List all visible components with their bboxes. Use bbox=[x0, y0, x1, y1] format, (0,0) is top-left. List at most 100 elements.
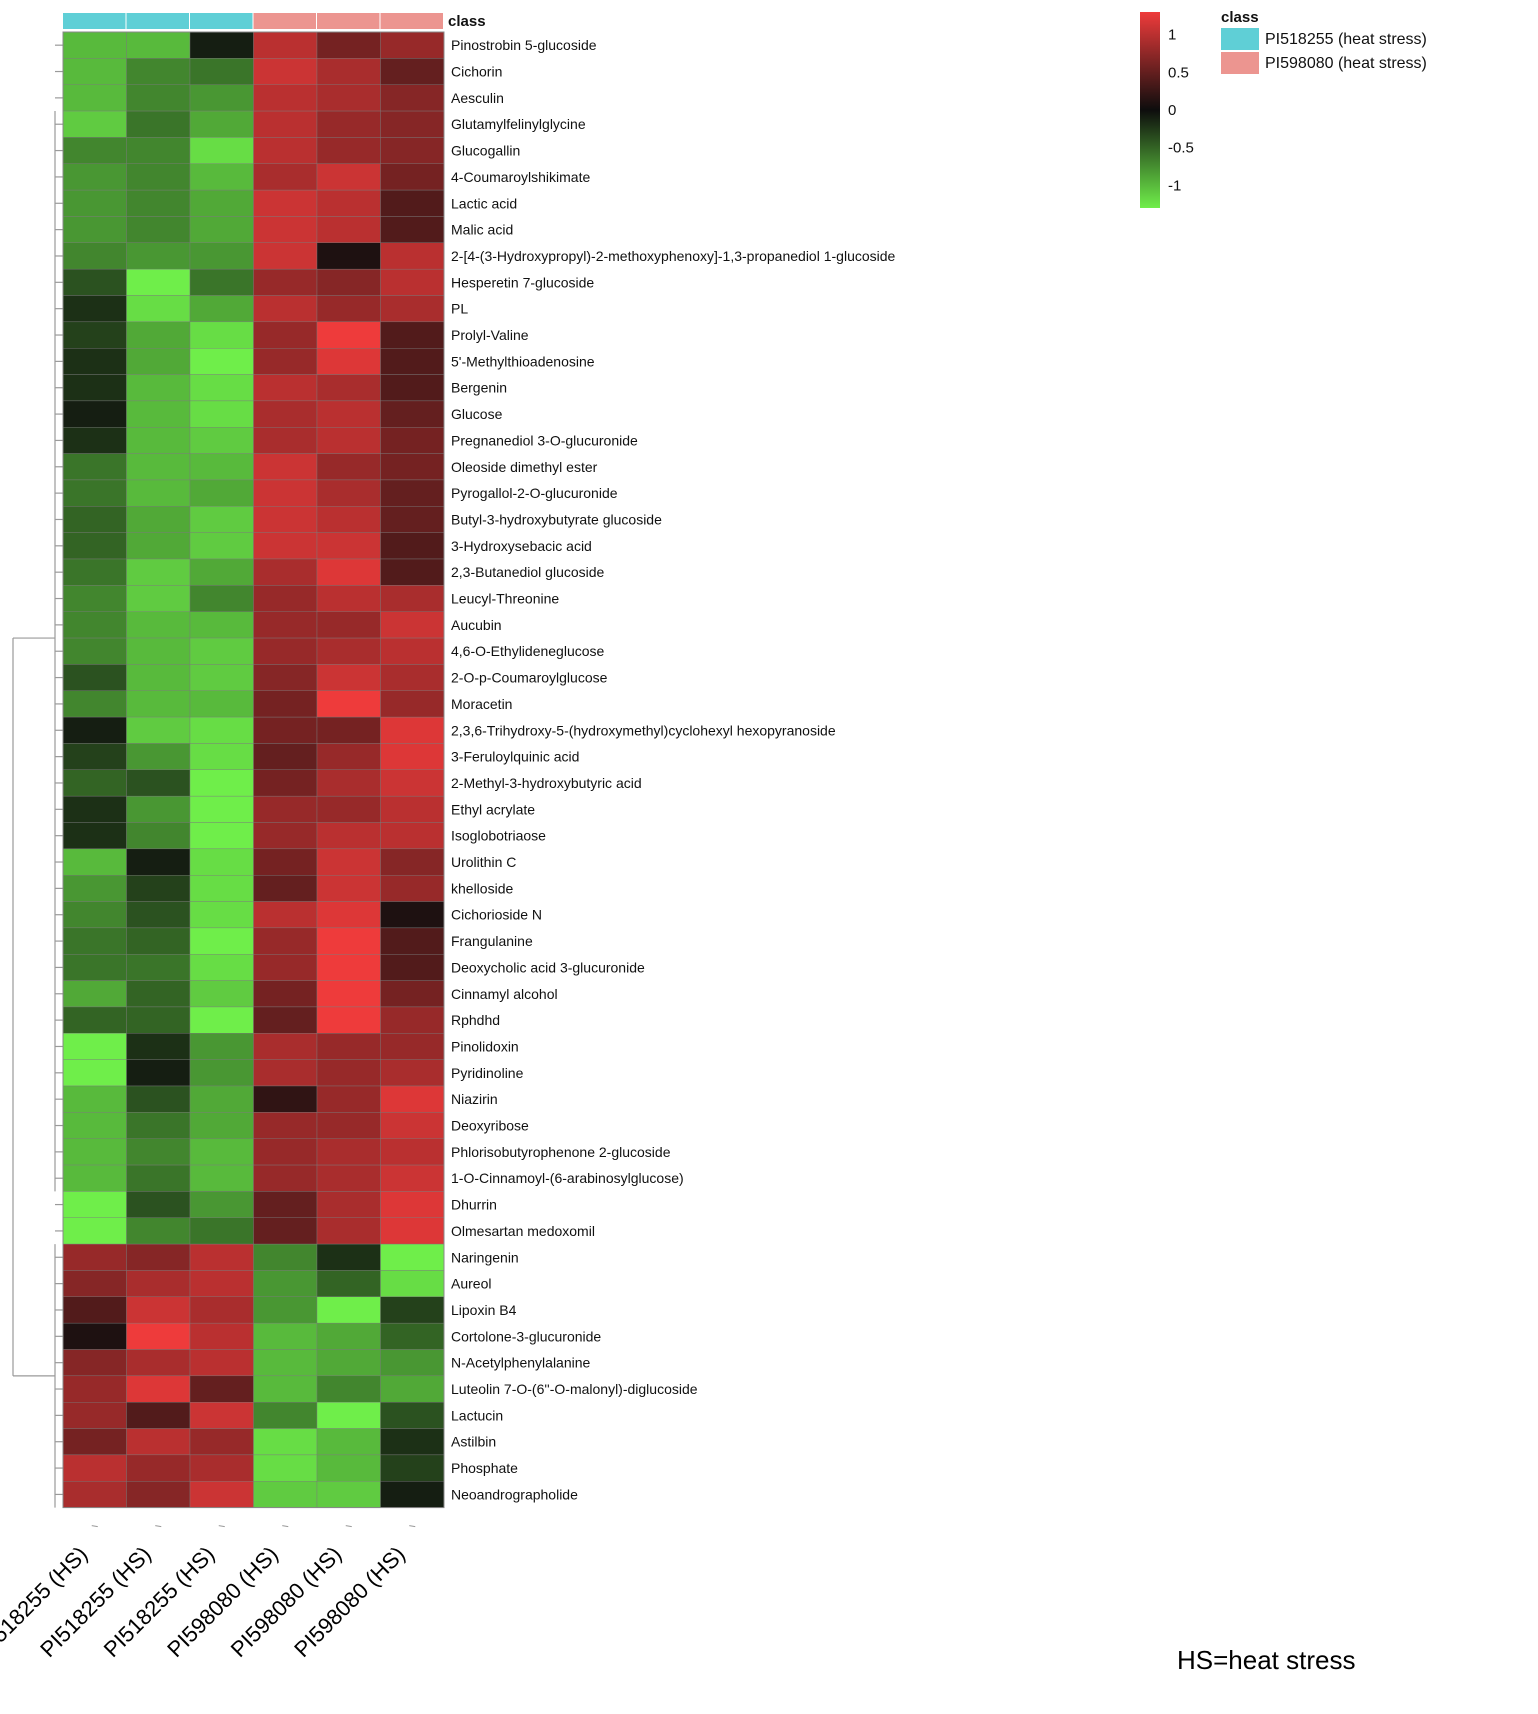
heatmap-cell bbox=[62, 110, 127, 138]
heatmap-cell bbox=[253, 216, 318, 243]
heatmap-cell bbox=[62, 479, 127, 507]
heatmap-cell bbox=[189, 769, 254, 797]
heatmap-cell bbox=[380, 1454, 445, 1482]
heatmap-cell bbox=[126, 348, 191, 375]
heatmap-cell bbox=[126, 268, 191, 296]
row-label: Pyrogallol-2-O-glucuronide bbox=[451, 485, 618, 501]
heatmap-cell bbox=[189, 611, 254, 639]
heatmap-cell bbox=[189, 110, 254, 138]
heatmap-border bbox=[62, 31, 445, 1509]
heatmap-cell bbox=[62, 137, 127, 164]
heatmap-cell bbox=[316, 875, 381, 902]
heatmap-cell bbox=[189, 848, 254, 876]
heatmap-cell bbox=[316, 664, 381, 691]
heatmap-cell bbox=[316, 848, 381, 876]
heatmap-cell bbox=[126, 84, 191, 112]
heatmap-cell bbox=[380, 1375, 445, 1403]
row-label: Oleoside dimethyl ester bbox=[451, 459, 598, 475]
heatmap-cell bbox=[380, 1112, 445, 1139]
heatmap-cell bbox=[126, 1217, 191, 1245]
heatmap-cell bbox=[380, 1401, 445, 1429]
row-label: Aucubin bbox=[451, 617, 502, 633]
class-bar-cell bbox=[380, 13, 443, 29]
heatmap-cell bbox=[253, 479, 318, 507]
heatmap-cell bbox=[316, 1006, 381, 1034]
heatmap-cell bbox=[126, 611, 191, 639]
heatmap-cell bbox=[253, 1191, 318, 1218]
heatmap-cell bbox=[316, 558, 381, 586]
heatmap-cell bbox=[62, 585, 127, 612]
heatmap-cell bbox=[316, 163, 381, 191]
row-label: Isoglobotriaose bbox=[451, 828, 546, 844]
heatmap-cell bbox=[253, 1428, 318, 1456]
heatmap-cell bbox=[126, 216, 191, 243]
heatmap-cell bbox=[253, 690, 318, 718]
class-annotation-label: class bbox=[448, 13, 486, 30]
heatmap-cell bbox=[380, 216, 445, 243]
heatmap-cell bbox=[62, 1217, 127, 1245]
heatmap-cell bbox=[189, 664, 254, 691]
heatmap-cell bbox=[189, 163, 254, 191]
heatmap-cell bbox=[126, 31, 191, 59]
heatmap-cell bbox=[62, 374, 127, 402]
heatmap-cell bbox=[316, 1138, 381, 1166]
row-label: Luteolin 7-O-(6''-O-malonyl)-diglucoside bbox=[451, 1381, 698, 1397]
heatmap-cell bbox=[380, 1217, 445, 1245]
heatmap-cell bbox=[126, 585, 191, 612]
heatmap-cell bbox=[126, 1191, 191, 1218]
heatmap-cell bbox=[189, 453, 254, 481]
heatmap-cell bbox=[380, 400, 445, 428]
heatmap-cell bbox=[316, 479, 381, 507]
heatmap-cell bbox=[316, 400, 381, 428]
heatmap-cell bbox=[189, 479, 254, 507]
heatmap-cell bbox=[62, 1138, 127, 1166]
row-label: Urolithin C bbox=[451, 854, 516, 870]
row-label: khelloside bbox=[451, 880, 513, 896]
heatmap-cell bbox=[189, 268, 254, 296]
heatmap-cell bbox=[253, 58, 318, 85]
row-label: Aureol bbox=[451, 1276, 491, 1292]
heatmap-cell bbox=[316, 1401, 381, 1429]
heatmap-cell bbox=[380, 1006, 445, 1034]
heatmap-cell bbox=[62, 558, 127, 586]
row-label: 2-Methyl-3-hydroxybutyric acid bbox=[451, 775, 642, 791]
heatmap-cell bbox=[316, 84, 381, 112]
row-dendrogram bbox=[12, 44, 63, 1508]
heatmap-cell bbox=[62, 690, 127, 718]
row-label: Glucogallin bbox=[451, 143, 520, 159]
heatmap-cell bbox=[253, 1296, 318, 1324]
row-label: Lipoxin B4 bbox=[451, 1302, 517, 1318]
heatmap-cell bbox=[126, 163, 191, 191]
color-scale-tick-label: 0 bbox=[1168, 102, 1176, 119]
heatmap-cell bbox=[189, 31, 254, 59]
heatmap-cell bbox=[253, 1138, 318, 1166]
heatmap-cell bbox=[126, 1112, 191, 1139]
heatmap-cell bbox=[380, 31, 445, 59]
heatmap-cell bbox=[253, 400, 318, 428]
row-label: Olmesartan medoxomil bbox=[451, 1223, 595, 1239]
heatmap-cell bbox=[253, 506, 318, 533]
heatmap-cell bbox=[380, 163, 445, 191]
heatmap-cell bbox=[189, 743, 254, 771]
heatmap-cell bbox=[126, 637, 191, 665]
row-label: Moracetin bbox=[451, 696, 512, 712]
heatmap-cell bbox=[316, 348, 381, 375]
heatmap-cell bbox=[126, 1059, 191, 1087]
row-label: Cichorin bbox=[451, 64, 502, 80]
heatmap-cell bbox=[316, 1164, 381, 1192]
heatmap-cell bbox=[126, 1375, 191, 1403]
heatmap-cell bbox=[380, 321, 445, 349]
heatmap-cell bbox=[189, 1112, 254, 1139]
row-label: 3-Feruloylquinic acid bbox=[451, 749, 579, 765]
heatmap-cell bbox=[126, 1270, 191, 1297]
footnote: HS=heat stress bbox=[1177, 1645, 1356, 1675]
heatmap-cell bbox=[62, 58, 127, 85]
heatmap-cell bbox=[189, 927, 254, 955]
column-tick bbox=[409, 1525, 416, 1528]
heatmap-cell bbox=[380, 242, 445, 270]
color-scale-tick-label: 1 bbox=[1168, 27, 1176, 44]
heatmap-cell bbox=[253, 1322, 318, 1350]
heatmap-cell bbox=[62, 954, 127, 981]
heatmap-cell bbox=[316, 58, 381, 85]
